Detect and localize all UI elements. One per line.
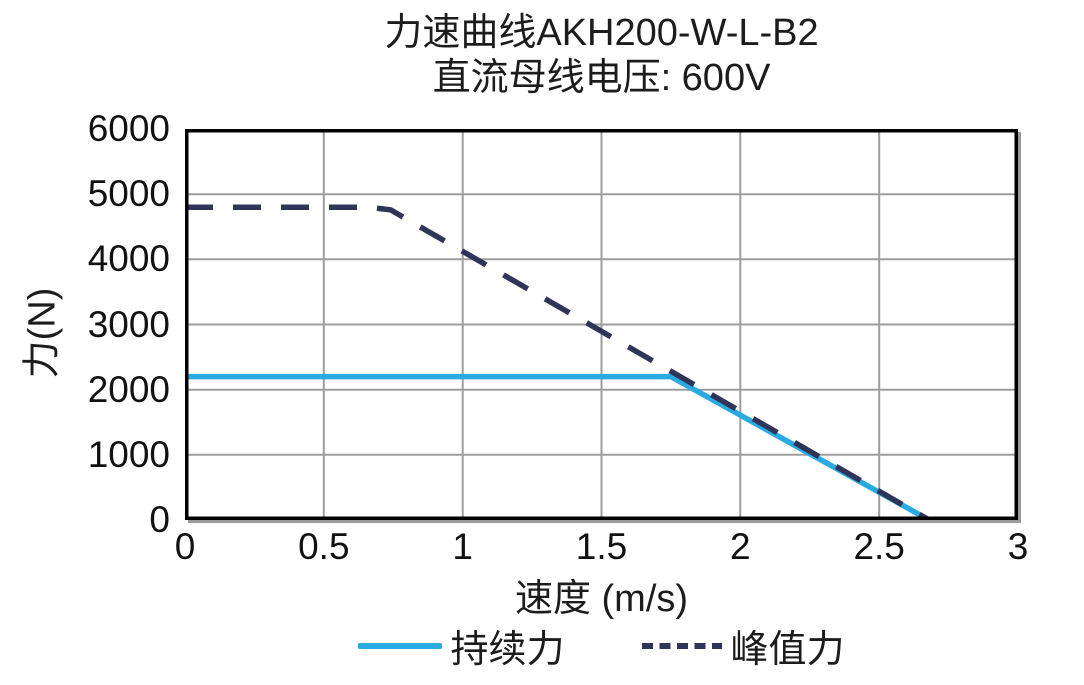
chart-subtitle: 直流母线电压: 600V [432, 57, 771, 99]
x-tick-label: 3 [1007, 526, 1029, 567]
legend-label-peak-force: 峰值力 [730, 629, 845, 671]
y-tick-label: 4000 [87, 238, 170, 280]
series-line-peak-force [185, 204, 931, 520]
legend-item-peak-force: 峰值力 [641, 618, 845, 673]
plot-area [185, 129, 1018, 520]
y-tick-label: 0 [149, 499, 170, 540]
x-tick-label: 2 [730, 526, 751, 567]
plot-svg [185, 129, 1018, 520]
y-tick-label: 6000 [87, 108, 170, 149]
y-tick-label: 5000 [87, 173, 170, 215]
chart-title: 力速曲线AKH200-W-L-B2 [384, 12, 819, 54]
x-tick-label: 1.5 [575, 526, 628, 567]
continuous-force-line-swatch [358, 642, 443, 649]
x-tick-label: 0.5 [298, 526, 350, 567]
legend-label-continuous-force: 持续力 [450, 629, 565, 671]
y-tick-label: 2000 [87, 368, 170, 410]
series-line-continuous-force [185, 373, 931, 520]
plot-frame [185, 129, 1018, 520]
legend-item-continuous-force: 持续力 [358, 618, 565, 673]
peak-force-dashed-line-swatch [641, 642, 722, 649]
x-tick-label: 1 [452, 526, 473, 567]
y-tick-label: 3000 [87, 303, 170, 345]
legend: 持续力 峰值力 [185, 618, 1018, 673]
x-tick-label: 0 [174, 526, 196, 567]
y-tick-label: 1000 [87, 433, 170, 475]
x-tick-label: 2.5 [853, 526, 905, 567]
x-axis-label: 速度 (m/s) [514, 578, 689, 620]
